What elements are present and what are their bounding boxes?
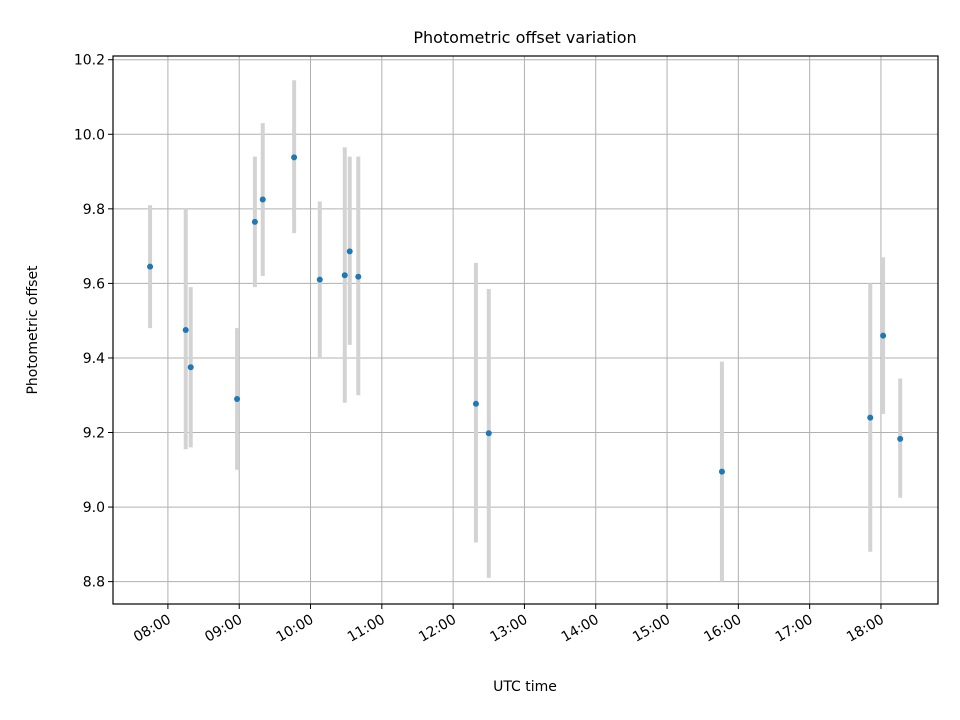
y-tick-label: 9.4 [83,351,105,367]
data-point [147,263,154,270]
data-point [346,248,353,255]
x-axis-label: UTC time [493,679,557,695]
y-axis-label: Photometric offset [25,265,41,395]
y-tick-label: 10.2 [74,53,105,69]
y-tick-label: 9.6 [83,276,105,292]
y-tick-label: 9.2 [83,426,105,442]
data-point [259,196,266,203]
data-point [897,435,904,442]
data-point [234,395,241,402]
data-point [880,332,887,339]
grid [113,56,938,604]
data-point [182,327,189,333]
y-tick-label: 9.8 [83,202,105,218]
data-point [251,218,258,225]
data-point [485,430,492,437]
y-tick-label: 9.0 [83,500,105,516]
data-point [341,272,348,279]
data-point [316,276,323,283]
y-axis-ticks: 8.8 9.0 9.2 9.4 9.6 9.8 10.0 10.2 [74,53,113,591]
data-point [291,154,298,161]
data-point [472,400,479,407]
data-point [867,414,874,421]
data-point [187,364,194,371]
data-points [147,154,904,475]
data-point [718,468,725,475]
y-tick-label: 10.0 [74,127,105,143]
y-tick-label: 8.8 [83,575,105,591]
chart-title: Photometric offset variation [413,28,636,47]
data-point [355,273,362,280]
plot-frame [112,55,939,605]
